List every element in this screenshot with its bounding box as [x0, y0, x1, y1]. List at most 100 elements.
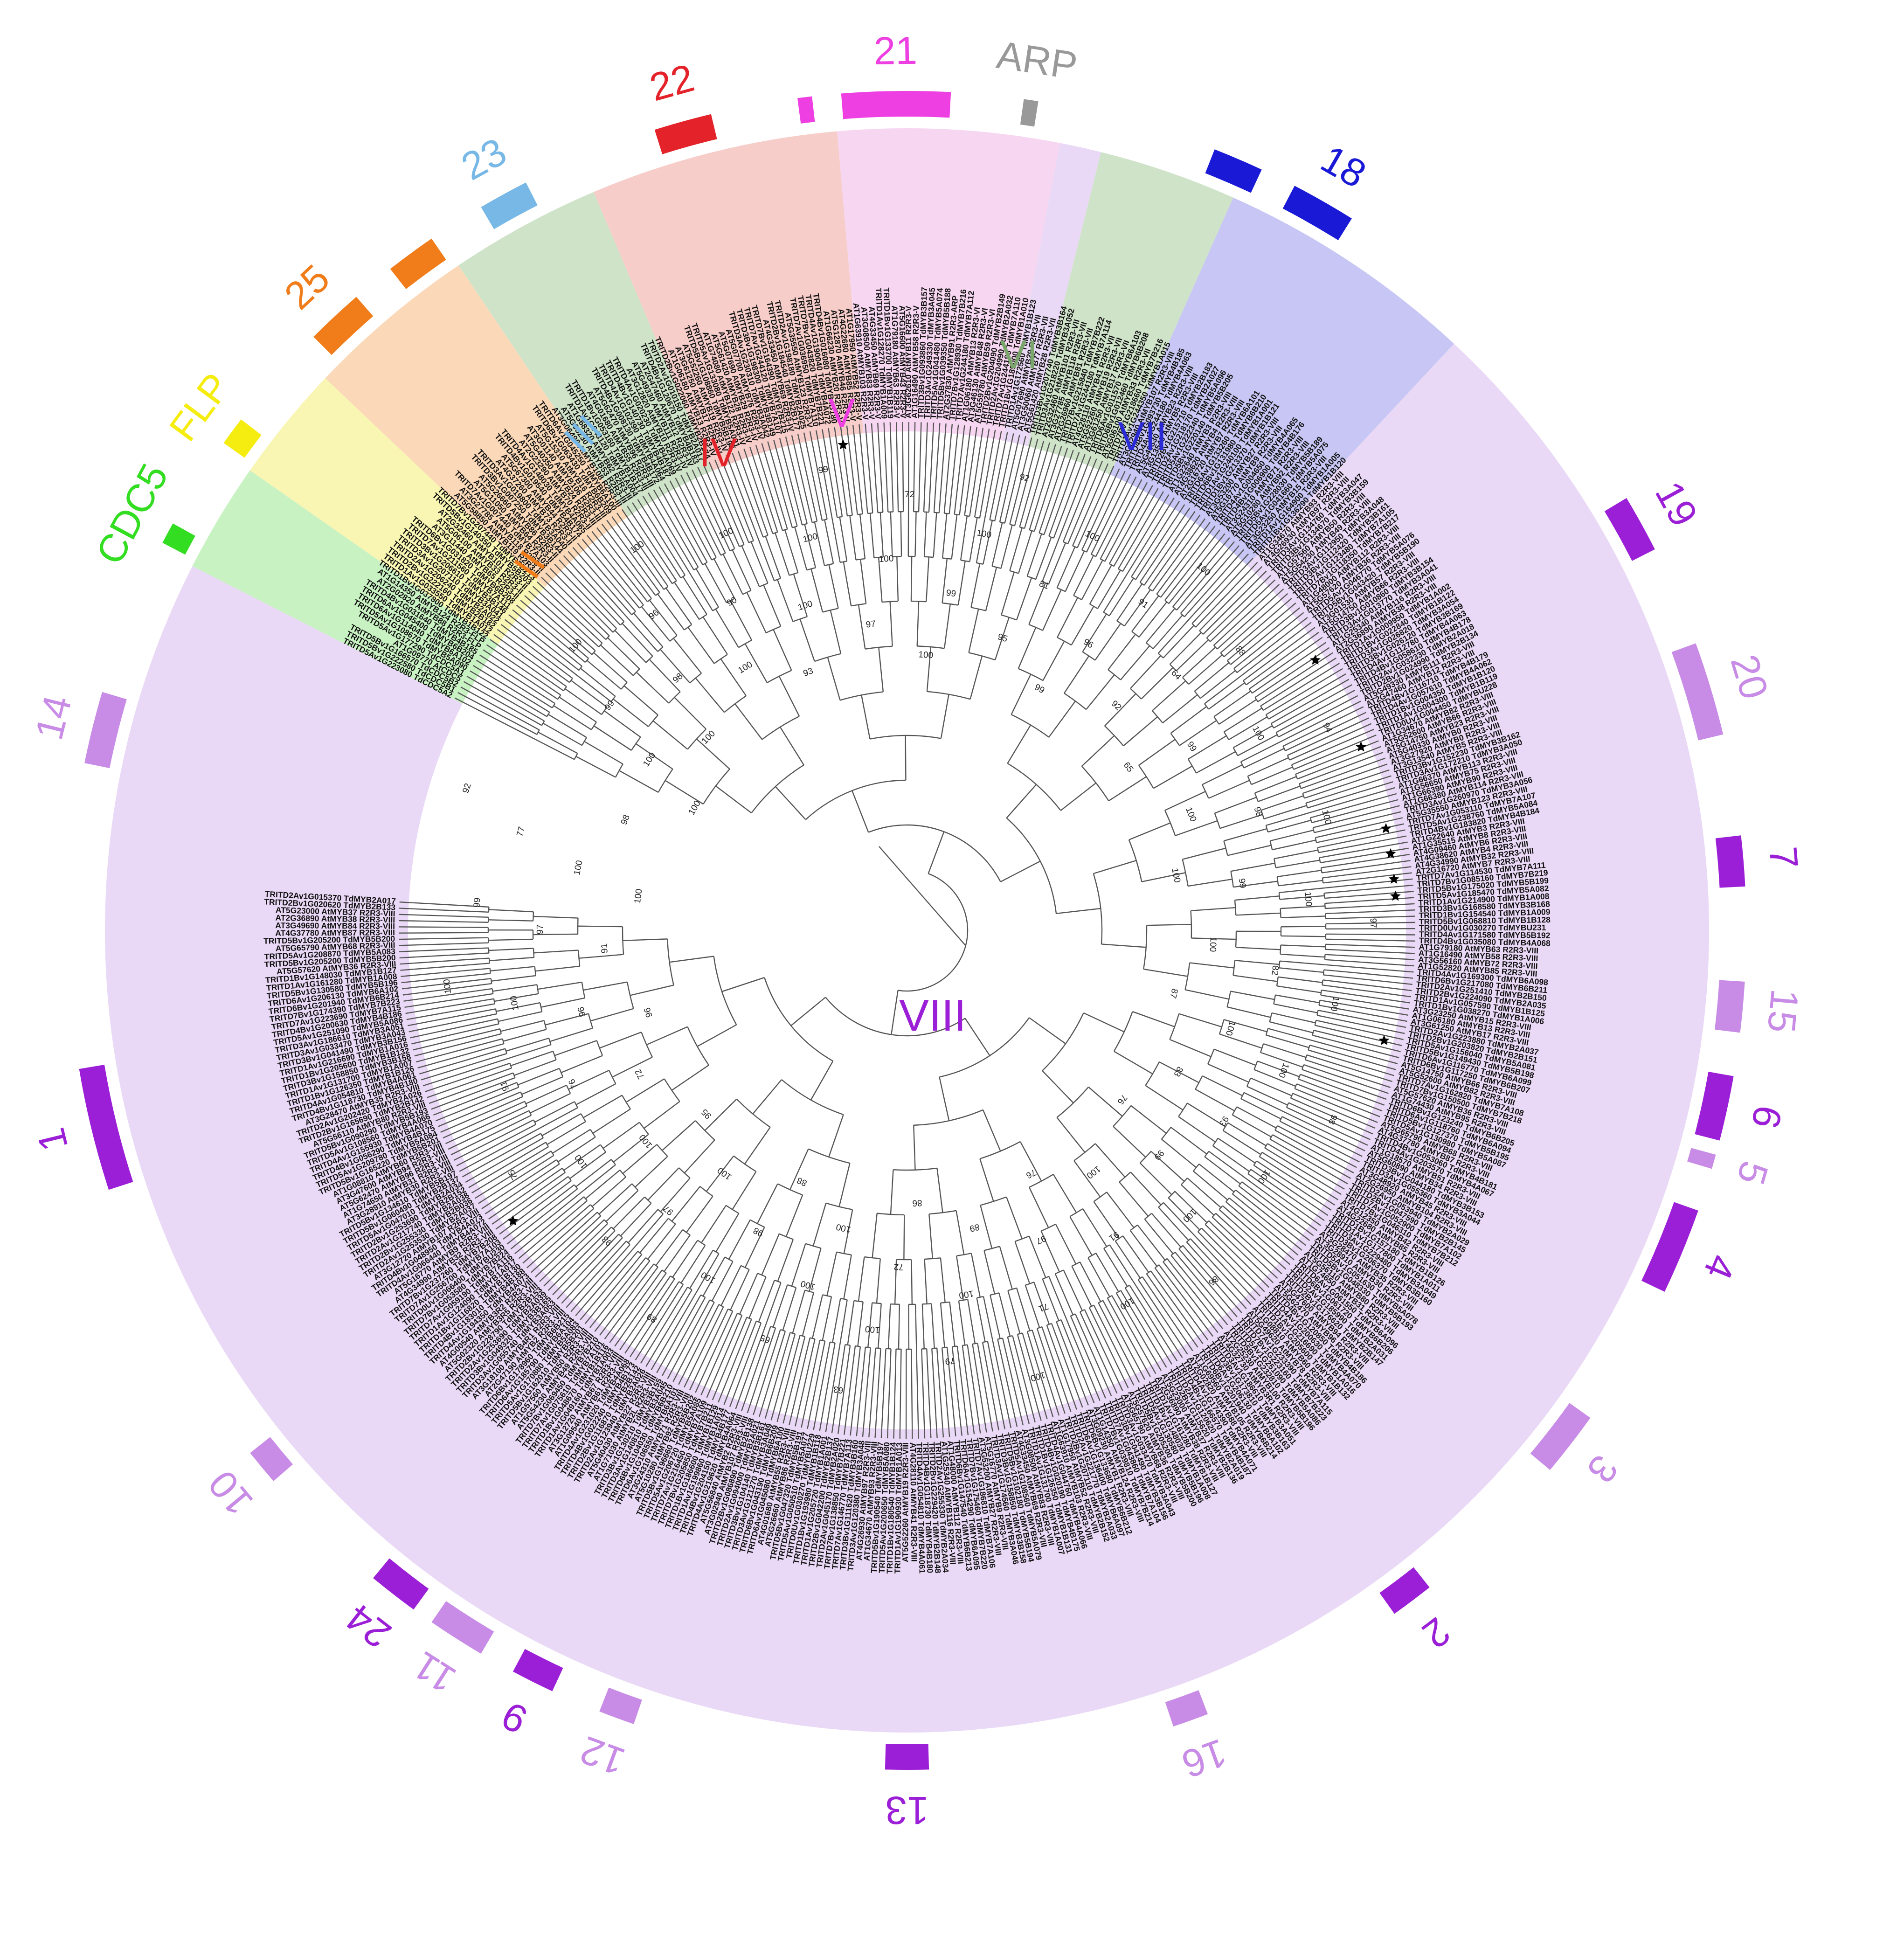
branch-arc	[898, 873, 968, 991]
branch	[1272, 1013, 1315, 1023]
branch	[1323, 980, 1412, 991]
branch	[1057, 597, 1078, 637]
branch	[969, 428, 983, 516]
branch	[1008, 1290, 1020, 1333]
branch	[1165, 791, 1205, 811]
branch	[600, 1264, 654, 1335]
branch	[1162, 1139, 1196, 1168]
branch	[670, 956, 714, 962]
branch	[561, 1238, 622, 1303]
branch	[612, 517, 664, 589]
branch	[723, 554, 743, 594]
branch	[888, 1304, 890, 1349]
branch	[584, 742, 623, 764]
branch	[813, 1203, 826, 1246]
group-label-20: 20	[1722, 650, 1777, 704]
branch	[607, 520, 659, 592]
branch	[1185, 990, 1229, 999]
branch	[626, 1079, 665, 1102]
branch	[478, 1155, 554, 1203]
bootstrap-value: 96	[647, 608, 661, 622]
branch	[1190, 963, 1234, 968]
group-bar-14	[1715, 980, 1745, 1033]
branch	[1143, 969, 1188, 977]
branch	[1064, 656, 1089, 693]
branch	[915, 512, 916, 556]
branch	[1049, 701, 1075, 737]
branch	[1323, 975, 1412, 984]
bootstrap-value: 75	[506, 1168, 520, 1181]
branch	[593, 1109, 630, 1133]
branch	[1281, 916, 1326, 917]
branch	[884, 423, 888, 512]
branch	[832, 1298, 840, 1342]
branch	[1061, 783, 1096, 811]
bootstrap-value: 98	[752, 1225, 765, 1238]
branch	[872, 1213, 877, 1258]
branch	[858, 1302, 863, 1346]
group-bar-20	[1165, 1690, 1208, 1726]
branch	[824, 520, 833, 564]
bootstrap-value: 81	[1038, 579, 1050, 591]
branch	[929, 423, 934, 512]
branch	[1171, 707, 1207, 733]
branch	[679, 1304, 719, 1385]
branch	[1199, 567, 1262, 631]
group-label-1: 1	[28, 1124, 76, 1156]
branch	[1163, 695, 1198, 723]
branch	[1303, 764, 1387, 793]
branch	[860, 514, 865, 559]
group-bar-1	[224, 419, 262, 458]
branch	[538, 732, 578, 753]
bootstrap-value: 100	[802, 532, 819, 545]
branch	[928, 832, 944, 873]
branch	[958, 561, 965, 605]
branch	[1322, 860, 1410, 873]
branch	[1223, 1130, 1261, 1154]
root-branch	[879, 846, 966, 946]
branch	[1176, 640, 1208, 671]
bootstrap-value: 76	[567, 1077, 580, 1090]
branch	[519, 1201, 587, 1259]
branch	[902, 422, 903, 512]
branch	[621, 1203, 651, 1236]
branch	[533, 916, 578, 918]
branch	[1094, 1305, 1134, 1386]
branch	[1131, 501, 1179, 577]
branch	[537, 582, 602, 643]
branch	[1246, 632, 1319, 685]
branch	[531, 1212, 597, 1272]
branch	[554, 706, 591, 730]
branch	[550, 568, 613, 632]
branch	[459, 1108, 578, 1171]
branch	[675, 478, 716, 558]
branch	[757, 1184, 778, 1223]
branch	[1057, 1117, 1085, 1152]
branch	[1236, 947, 1281, 950]
bootstrap-value: 99	[817, 464, 829, 475]
branch	[911, 1349, 912, 1439]
bootstrap-value: 91	[1136, 597, 1150, 610]
branch	[1281, 926, 1326, 927]
branch	[890, 423, 893, 512]
group-label-flp: FLP	[161, 365, 239, 449]
branch	[1315, 1026, 1402, 1046]
branch	[541, 998, 585, 1007]
branch	[603, 1122, 639, 1148]
bootstrap-value: 100	[641, 751, 658, 769]
branch	[705, 563, 727, 603]
branch	[747, 592, 766, 633]
branch	[637, 499, 685, 575]
bootstrap-value: 99	[1237, 878, 1248, 889]
bootstrap-value: 98	[619, 813, 632, 826]
branch	[1094, 860, 1136, 873]
branch	[890, 602, 893, 646]
branch	[601, 645, 633, 675]
group-label-5: 5	[1729, 1157, 1777, 1190]
branch	[526, 1085, 567, 1104]
branch	[1183, 848, 1226, 860]
branch	[399, 948, 489, 952]
branch	[1325, 955, 1415, 960]
bootstrap-value: 100	[879, 554, 894, 564]
branch	[934, 423, 940, 513]
